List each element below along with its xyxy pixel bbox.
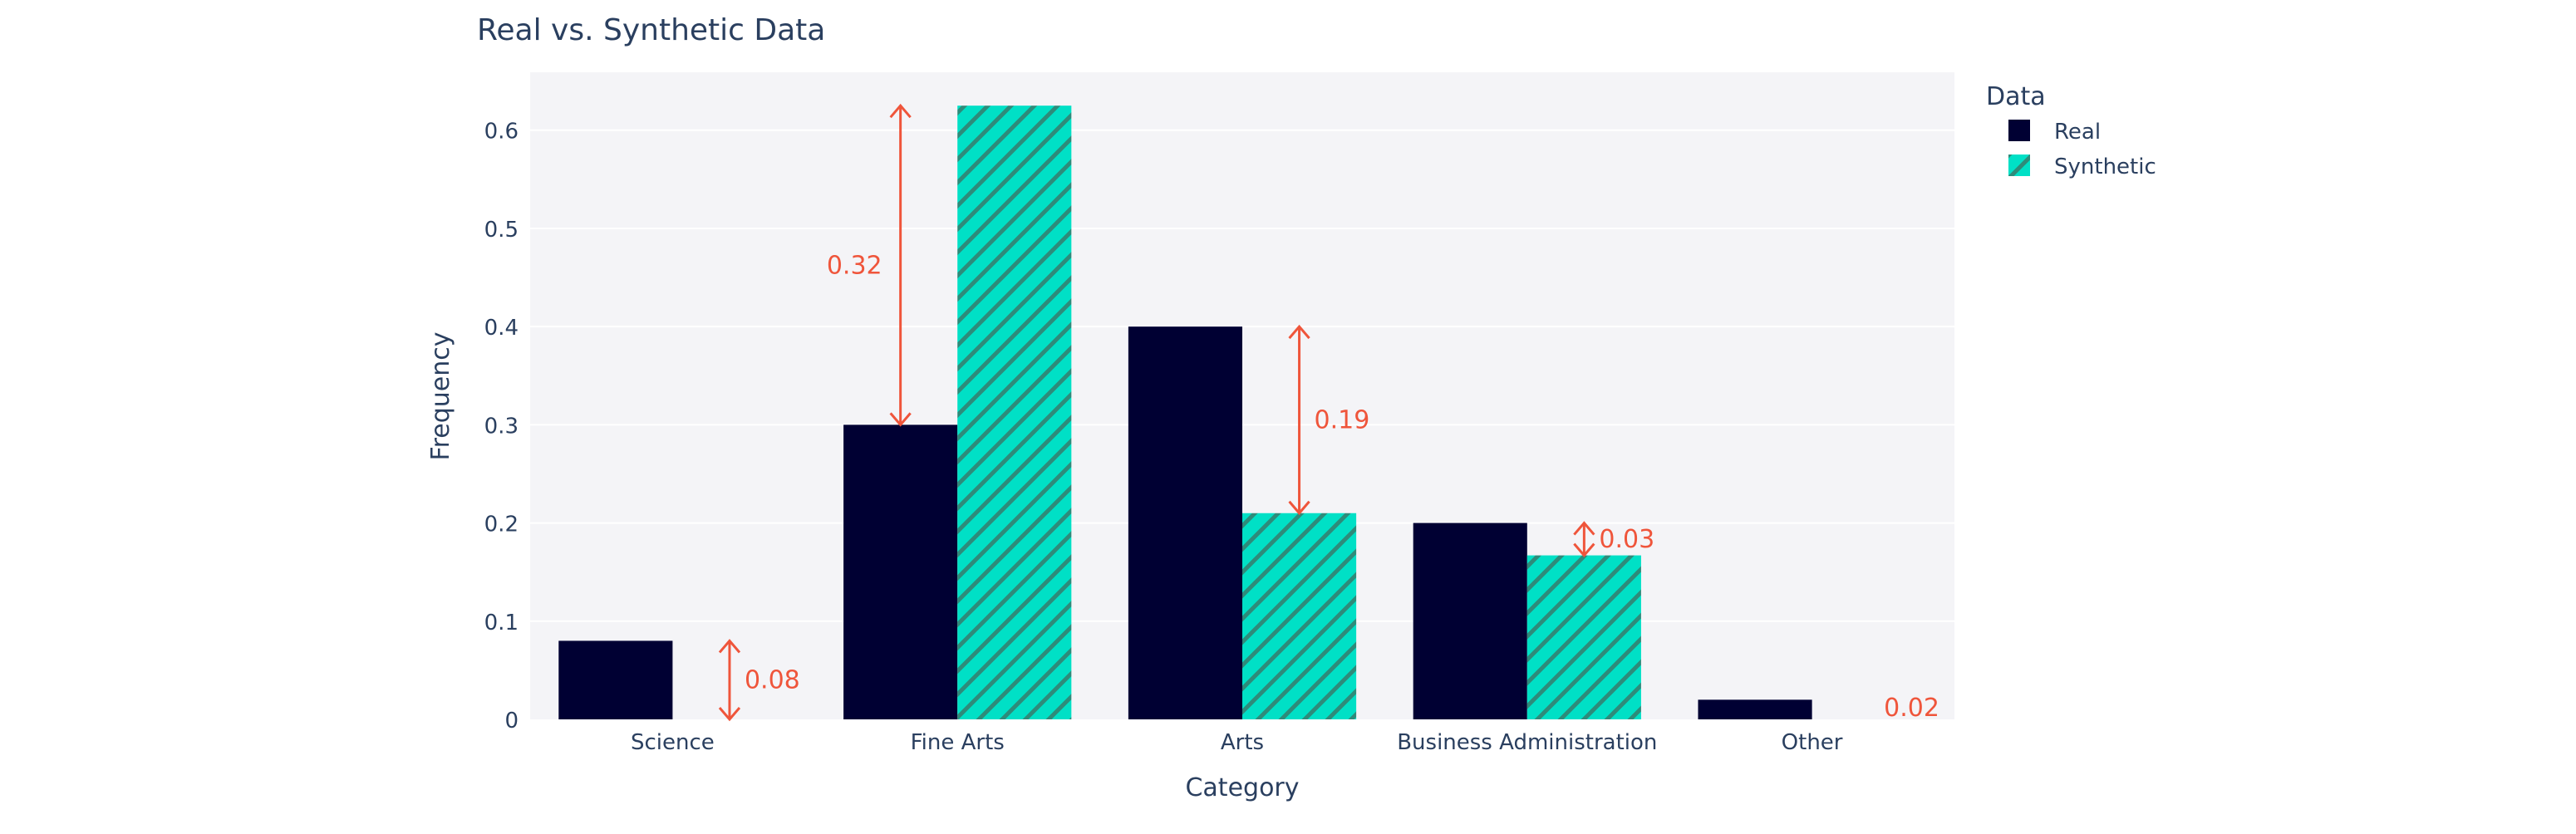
bar-real xyxy=(1413,522,1527,719)
chart-title: Real vs. Synthetic Data xyxy=(477,13,825,47)
x-tick-label: Arts xyxy=(1221,730,1264,755)
x-tick-label: Science xyxy=(631,730,715,755)
legend-swatch-real xyxy=(2008,120,2030,141)
y-tick-label: 0 xyxy=(504,709,519,733)
y-tick-label: 0.1 xyxy=(484,611,519,635)
bar-real xyxy=(843,424,958,719)
y-tick-label: 0.6 xyxy=(484,120,519,145)
annotation-label: 0.08 xyxy=(745,666,800,695)
bar-real xyxy=(1128,326,1242,719)
bar-real xyxy=(558,640,673,719)
x-tick-label: Business Administration xyxy=(1397,730,1657,755)
y-tick-label: 0.5 xyxy=(484,218,519,243)
annotation-label: 0.02 xyxy=(1884,694,1939,723)
legend-item-real: Real xyxy=(2054,120,2101,145)
arrow-head-down-icon xyxy=(1573,542,1595,557)
legend: Data Real Synthetic xyxy=(1986,82,2156,179)
y-tick-label: 0.4 xyxy=(484,316,519,341)
y-tick-label: 0.3 xyxy=(484,414,519,439)
arrow-head-up-icon xyxy=(1288,324,1310,340)
legend-title: Data xyxy=(1986,82,2046,111)
bar-synthetic xyxy=(957,105,1072,719)
bar-synthetic xyxy=(1526,555,1641,719)
legend-item-synthetic: Synthetic xyxy=(2054,155,2156,179)
arrow-head-down-icon xyxy=(718,707,741,722)
arrow-head-down-icon xyxy=(1288,500,1310,516)
arrow-head-up-icon xyxy=(718,639,741,654)
x-tick-label: Fine Arts xyxy=(911,730,1005,755)
arrow-head-up-icon xyxy=(1573,521,1595,536)
arrow-head-up-icon xyxy=(889,103,912,119)
y-axis-label: Frequency xyxy=(426,332,455,461)
x-tick-label: Other xyxy=(1782,730,1843,755)
bar-real xyxy=(1698,699,1812,719)
x-axis-label: Category xyxy=(1185,773,1299,802)
plot-area: 0 0.1 0.2 0.3 0.4 0.5 0.6 Science Fine Arts Arts B… xyxy=(484,72,1954,755)
annotation-label: 0.19 xyxy=(1315,405,1370,434)
annotation-label: 0.03 xyxy=(1599,525,1654,554)
bar-synthetic xyxy=(1242,513,1357,719)
legend-swatch-synthetic xyxy=(2008,155,2030,176)
annotation-label: 0.32 xyxy=(827,251,882,280)
y-tick-label: 0.2 xyxy=(484,513,519,537)
arrow-head-down-icon xyxy=(889,412,912,427)
